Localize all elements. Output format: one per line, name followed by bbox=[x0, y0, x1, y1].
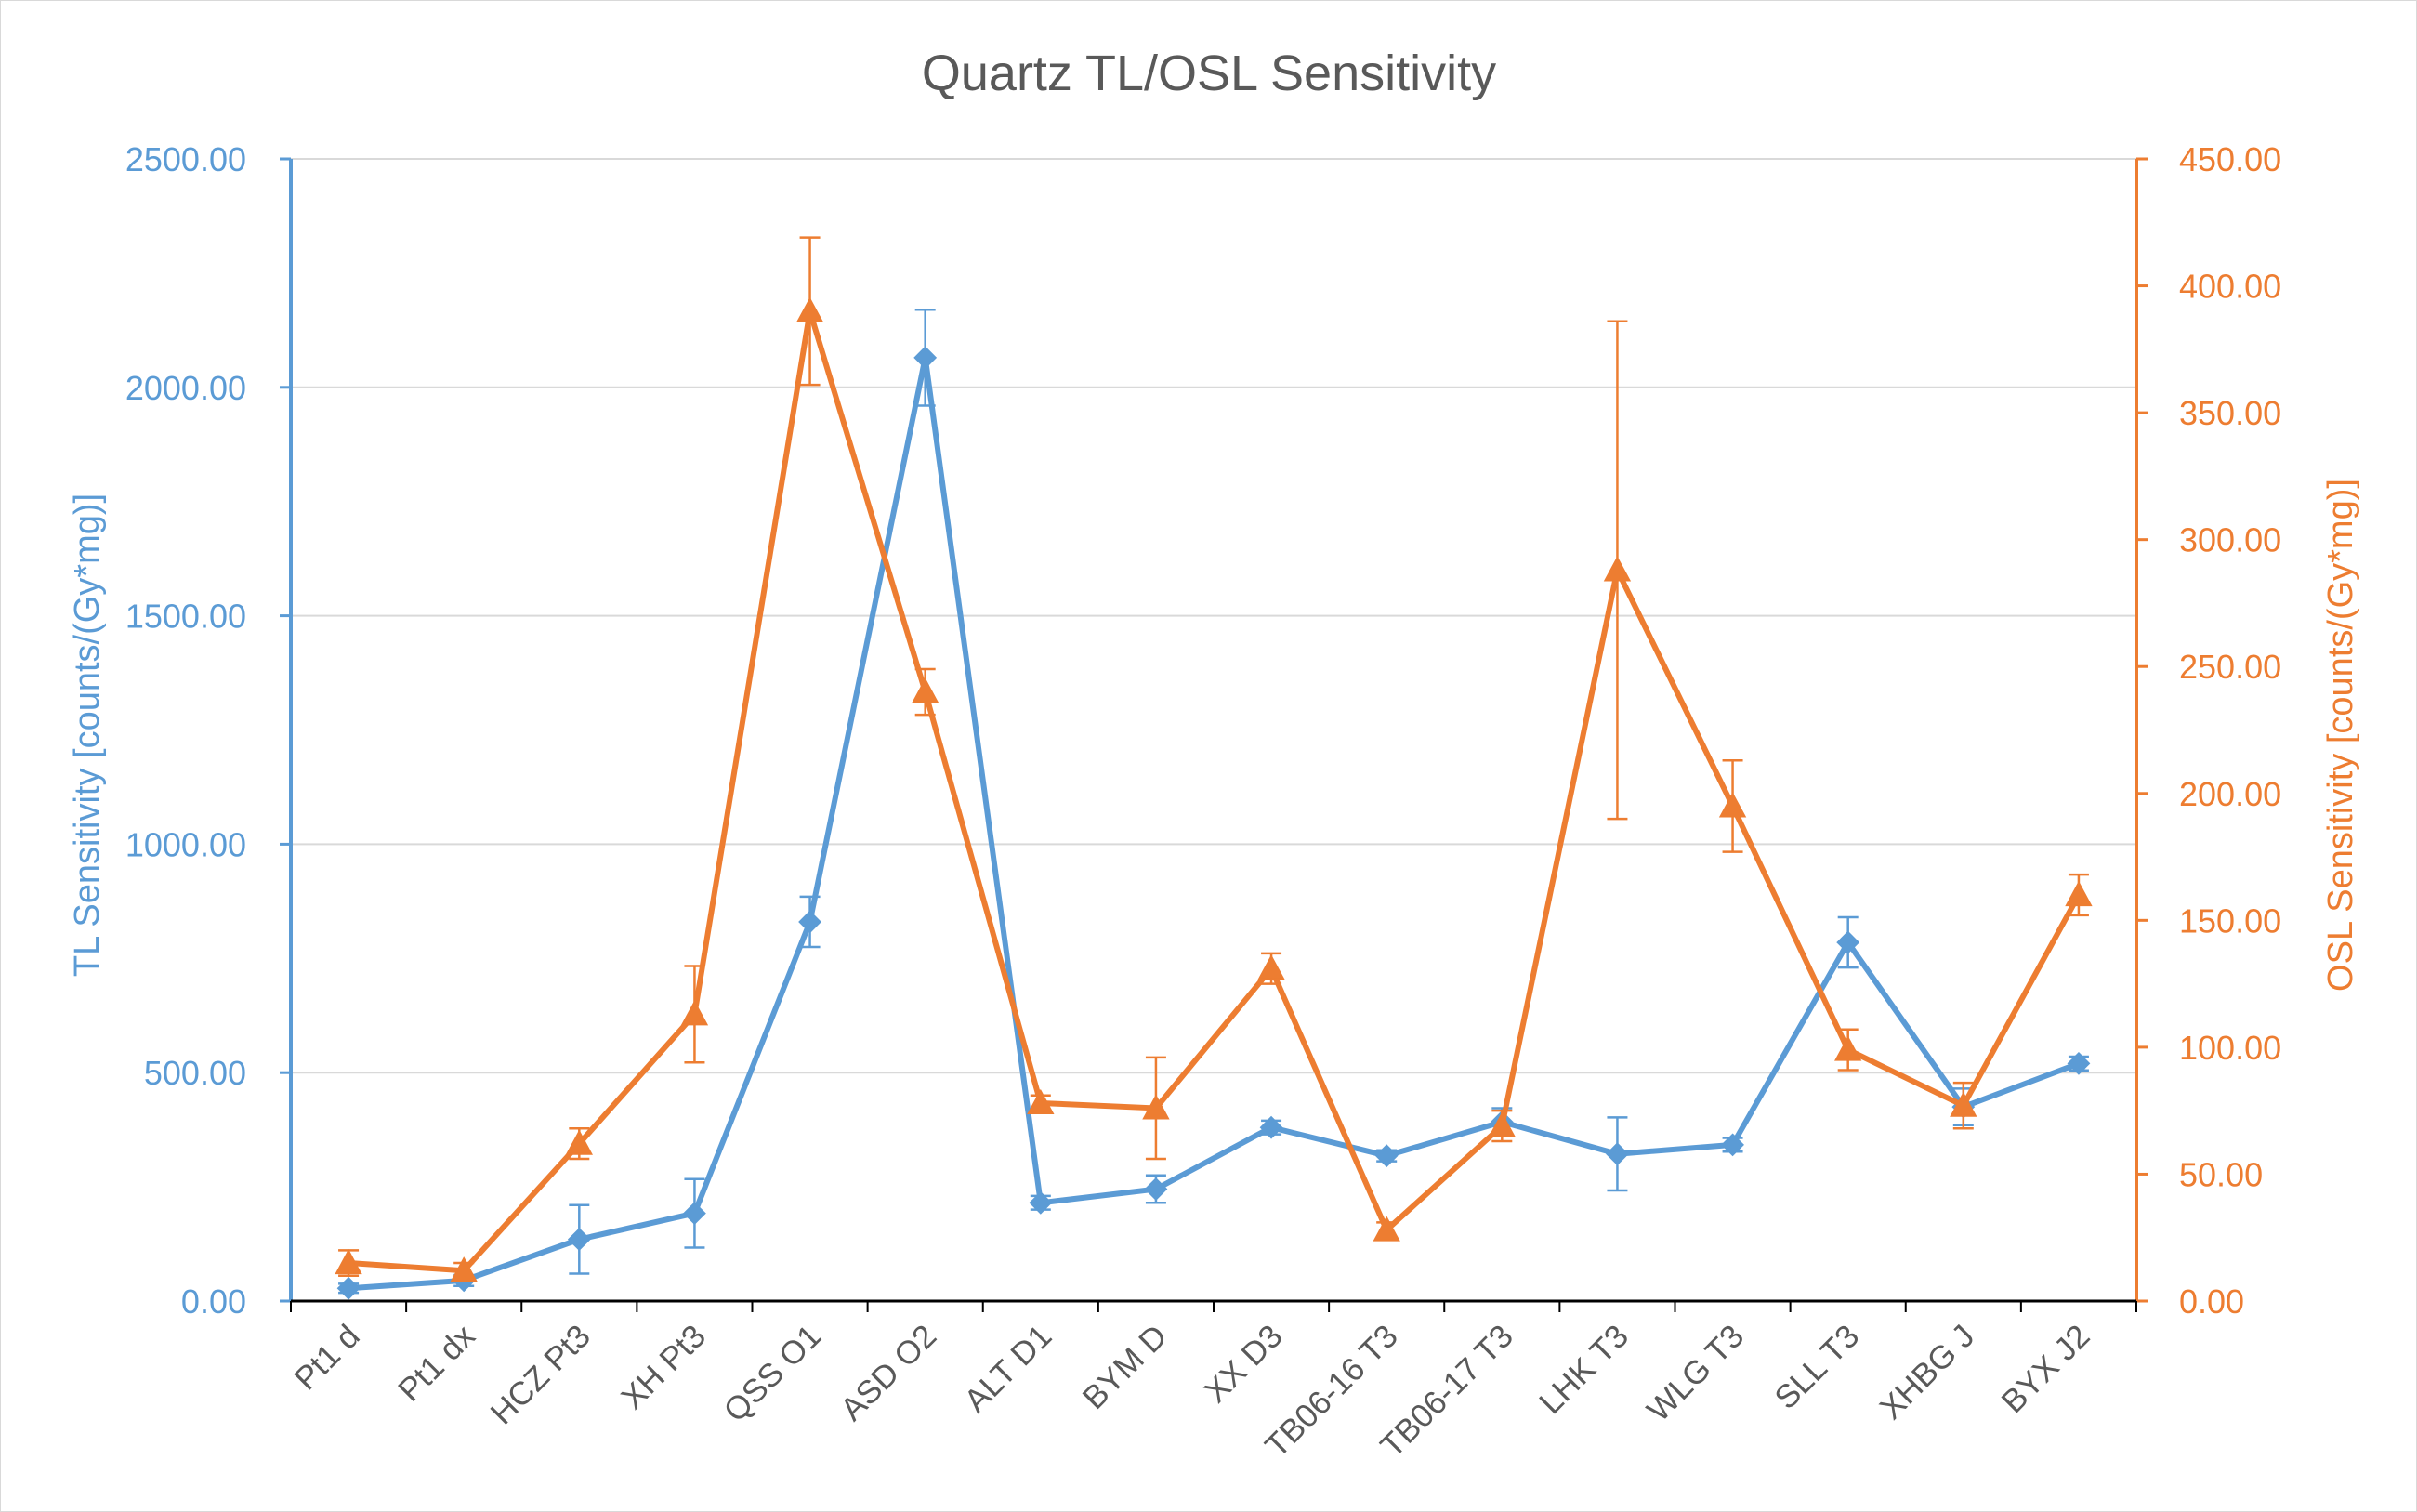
axes: 0.00 500.00 1000.00 1500.00 2000.00 2500.00 0.… bbox=[125, 140, 2281, 1465]
series-line bbox=[346, 354, 2082, 1292]
diamond-marker bbox=[2067, 1051, 2091, 1075]
y-left-tick-label: 2500.00 bbox=[125, 140, 246, 178]
diamond-marker bbox=[913, 346, 938, 370]
triangle-marker bbox=[1142, 1094, 1170, 1120]
diamond-marker bbox=[683, 1202, 706, 1226]
triangle-marker bbox=[795, 296, 824, 322]
x-tick-label: XHBG J bbox=[1872, 1318, 1981, 1427]
triangle-marker bbox=[335, 1248, 362, 1275]
x-tick-label: ASD O2 bbox=[834, 1318, 943, 1427]
triangle-marker bbox=[565, 1129, 593, 1155]
x-tick-label: BYM D bbox=[1076, 1318, 1175, 1416]
x-tick-label: BYX J2 bbox=[1994, 1318, 2096, 1420]
triangle-marker bbox=[1718, 792, 1747, 818]
y-right-tick-label: 400.00 bbox=[2179, 268, 2281, 306]
triangle-marker bbox=[680, 1000, 709, 1026]
series bbox=[335, 236, 2093, 1300]
diamond-marker bbox=[567, 1228, 591, 1252]
series-0 bbox=[336, 308, 2091, 1300]
y-left-tick-label: 1000.00 bbox=[125, 825, 246, 863]
triangle-marker bbox=[450, 1256, 478, 1282]
triangle-marker bbox=[1257, 954, 1285, 980]
y-right-tick-label: 200.00 bbox=[2179, 775, 2281, 813]
triangle-marker bbox=[1603, 556, 1632, 582]
y-right-tick-label: 50.00 bbox=[2179, 1155, 2263, 1193]
y-left-tick-label: 2000.00 bbox=[125, 369, 246, 407]
triangle-marker bbox=[1027, 1088, 1055, 1115]
gridlines bbox=[291, 158, 2136, 1074]
chart-title: Quartz TL/OSL Sensitivity bbox=[922, 46, 1496, 101]
diamond-marker bbox=[1721, 1133, 1744, 1157]
diamond-marker bbox=[1259, 1115, 1283, 1139]
diamond-marker bbox=[1029, 1190, 1053, 1215]
series-line bbox=[346, 308, 2082, 1274]
x-tick-label: QSS O1 bbox=[716, 1318, 828, 1429]
triangle-marker bbox=[1834, 1035, 1862, 1061]
triangle-marker bbox=[2065, 880, 2093, 907]
diamond-marker bbox=[1606, 1142, 1629, 1166]
diamond-marker bbox=[798, 910, 821, 934]
diamond-marker bbox=[1144, 1177, 1168, 1201]
y-right-tick-label: 450.00 bbox=[2179, 140, 2281, 178]
x-tick-label: Pt1 dx bbox=[391, 1318, 482, 1409]
diamond-marker bbox=[1374, 1144, 1399, 1168]
y-right-tick-label: 300.00 bbox=[2179, 521, 2281, 559]
y-right-tick-label: 0.00 bbox=[2179, 1282, 2244, 1321]
x-tick-label: HCZ Pt3 bbox=[483, 1318, 597, 1431]
x-tick-label: SLL T3 bbox=[1767, 1318, 1866, 1416]
triangle-marker bbox=[912, 677, 939, 703]
triangle-marker bbox=[1950, 1091, 1977, 1117]
diamond-marker bbox=[336, 1276, 361, 1300]
y-right-tick-label: 150.00 bbox=[2179, 901, 2281, 940]
y-right-tick-label: 100.00 bbox=[2179, 1029, 2281, 1067]
x-tick-label: LHK T3 bbox=[1532, 1318, 1635, 1421]
series-1 bbox=[335, 236, 2093, 1282]
y-left-tick-label: 0.00 bbox=[181, 1282, 246, 1321]
y-right-axis-label: OSL Sensitivity [counts/(Gy*mg)] bbox=[2321, 479, 2360, 992]
triangle-marker bbox=[1488, 1111, 1516, 1137]
x-tick-label: XH Pt3 bbox=[614, 1318, 713, 1416]
y-left-axis-label: TL Sensitivity [counts/(Gy*mg)] bbox=[68, 493, 107, 977]
x-tick-label: WLG T3 bbox=[1640, 1318, 1751, 1428]
y-right-tick-label: 250.00 bbox=[2179, 648, 2281, 686]
y-left-tick-label: 500.00 bbox=[144, 1054, 246, 1092]
x-tick-label: Pt1 d bbox=[287, 1318, 366, 1397]
y-left-tick-label: 1500.00 bbox=[125, 598, 246, 636]
x-tick-label: ALT D1 bbox=[957, 1318, 1058, 1419]
y-right-tick-label: 350.00 bbox=[2179, 394, 2281, 432]
x-tick-label: XX D3 bbox=[1198, 1318, 1290, 1410]
triangle-marker bbox=[1373, 1216, 1400, 1242]
diamond-marker bbox=[1836, 930, 1860, 954]
